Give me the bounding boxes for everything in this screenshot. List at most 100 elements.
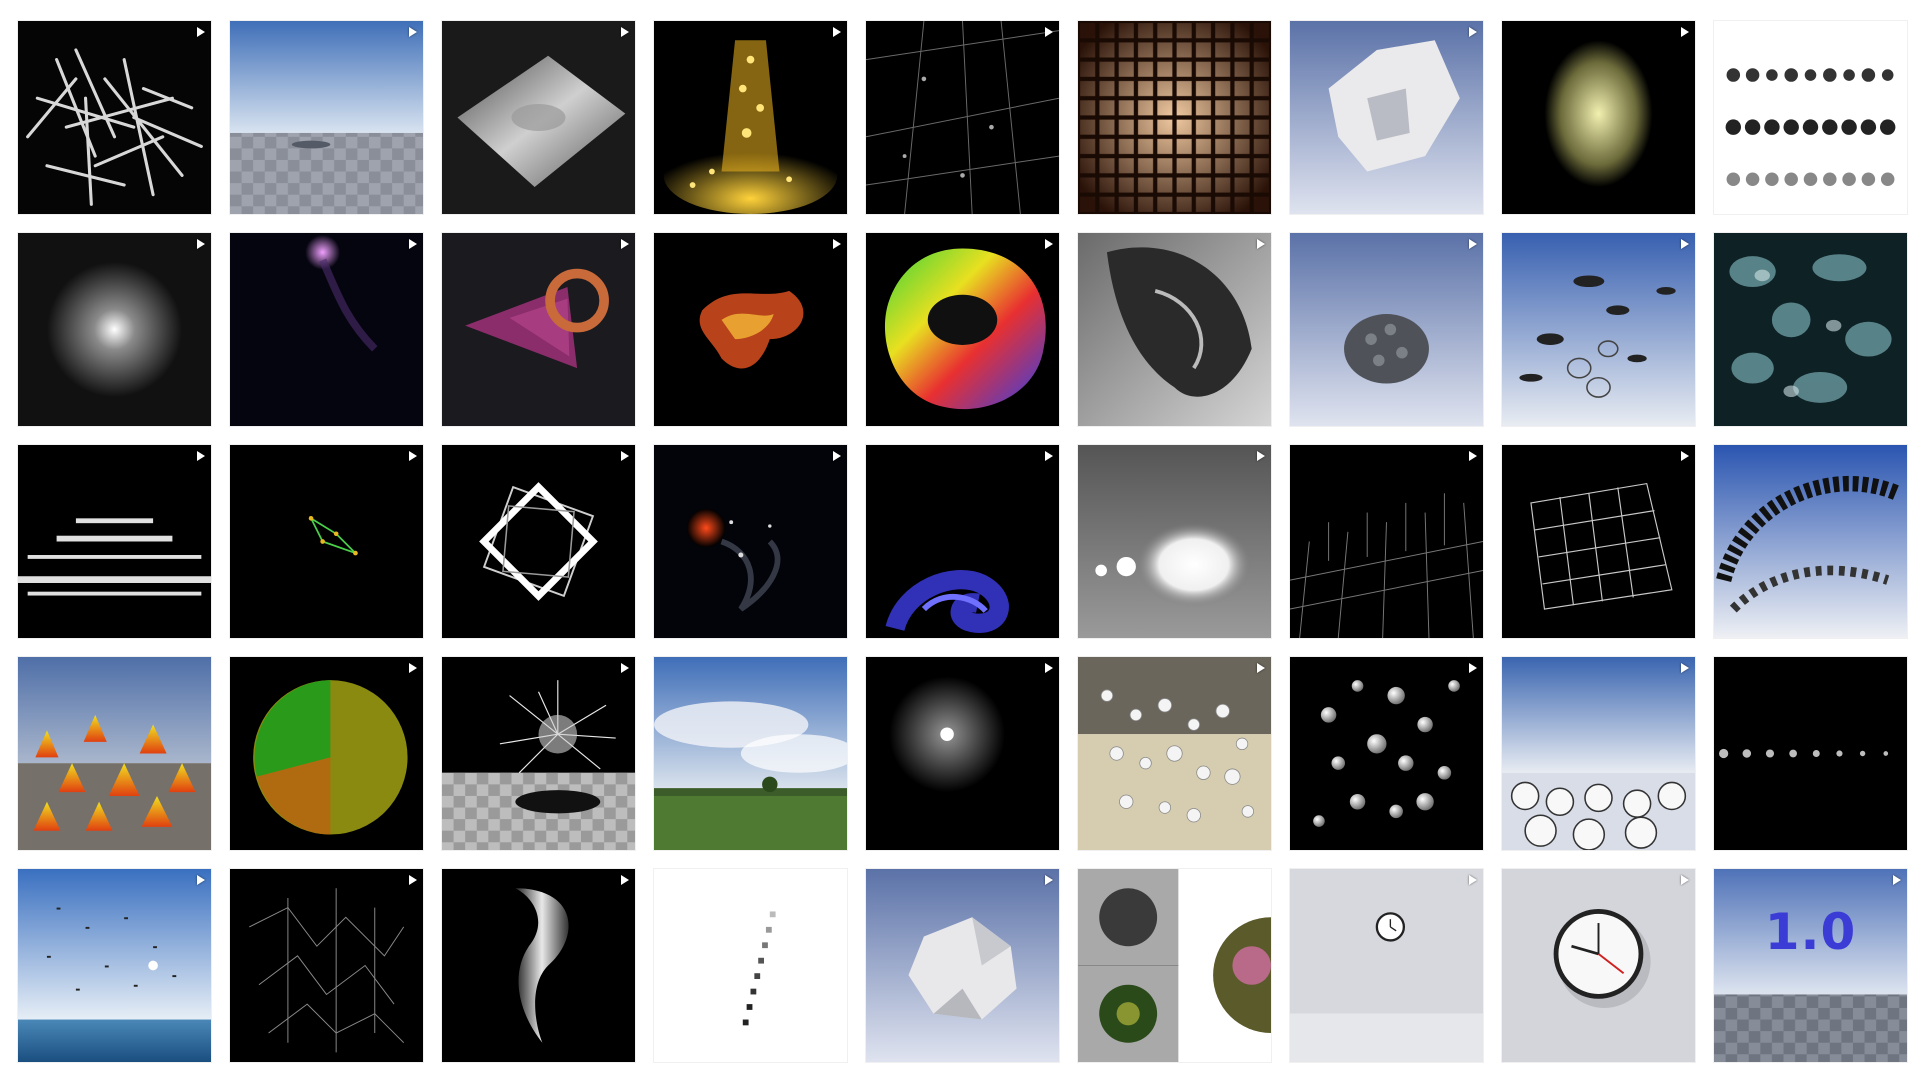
thumbnail[interactable]: [1714, 233, 1907, 426]
artwork-large-wall-clock: [1502, 869, 1695, 1062]
thumbnail[interactable]: [442, 869, 635, 1062]
thumbnail[interactable]: [1714, 657, 1907, 850]
thumbnail[interactable]: [654, 869, 847, 1062]
play-icon[interactable]: [409, 27, 417, 37]
play-icon[interactable]: [1045, 875, 1053, 885]
thumbnail[interactable]: [654, 233, 847, 426]
thumbnail[interactable]: [1502, 21, 1695, 214]
thumbnail[interactable]: [230, 445, 423, 638]
play-icon[interactable]: [409, 239, 417, 249]
thumbnail[interactable]: [442, 233, 635, 426]
artwork-small-wall-clock: [1290, 869, 1483, 1062]
play-icon[interactable]: [621, 239, 629, 249]
thumbnail[interactable]: [866, 21, 1059, 214]
thumbnail[interactable]: [1502, 657, 1695, 850]
play-icon[interactable]: [833, 239, 841, 249]
play-icon[interactable]: [1893, 875, 1901, 885]
thumbnail[interactable]: [1502, 869, 1695, 1062]
play-icon[interactable]: [621, 27, 629, 37]
thumbnail[interactable]: [866, 657, 1059, 850]
play-icon[interactable]: [409, 663, 417, 673]
play-icon[interactable]: [1045, 239, 1053, 249]
artwork-spiral-shell: [442, 233, 635, 426]
play-icon[interactable]: [1681, 451, 1689, 461]
play-icon[interactable]: [621, 663, 629, 673]
play-icon[interactable]: [1469, 239, 1477, 249]
artwork-terrain: [442, 21, 635, 214]
thumbnail[interactable]: [654, 445, 847, 638]
artwork-line-tangle: [230, 869, 423, 1062]
artwork-blue-swirl: [866, 445, 1059, 638]
thumbnail[interactable]: [1714, 445, 1907, 638]
artwork-rainbow-torus: [866, 233, 1059, 426]
thumbnail[interactable]: [1290, 21, 1483, 214]
play-icon[interactable]: [1045, 663, 1053, 673]
thumbnail[interactable]: [442, 21, 635, 214]
thumbnail[interactable]: [1502, 445, 1695, 638]
play-icon[interactable]: [1469, 27, 1477, 37]
play-icon[interactable]: [409, 875, 417, 885]
thumbnail[interactable]: [442, 657, 635, 850]
play-icon[interactable]: [621, 451, 629, 461]
thumbnail[interactable]: [866, 869, 1059, 1062]
thumbnail[interactable]: [654, 657, 847, 850]
artwork-stone-pile: [1290, 233, 1483, 426]
thumbnail[interactable]: [230, 869, 423, 1062]
play-icon[interactable]: [409, 451, 417, 461]
thumbnail[interactable]: [18, 233, 211, 426]
thumbnail[interactable]: [18, 445, 211, 638]
thumbnail[interactable]: [654, 21, 847, 214]
thumbnail[interactable]: [1078, 869, 1271, 1062]
thumbnail[interactable]: [866, 445, 1059, 638]
artwork-square-frames: [442, 445, 635, 638]
artwork-amber-lattice: [1078, 21, 1271, 214]
play-icon[interactable]: [1469, 875, 1477, 885]
thumbnail[interactable]: [18, 869, 211, 1062]
thumbnail[interactable]: [18, 21, 211, 214]
artwork-red-glow: [654, 445, 847, 638]
thumbnail[interactable]: [230, 657, 423, 850]
play-icon[interactable]: [1681, 875, 1689, 885]
thumbnail[interactable]: 1.0: [1714, 869, 1907, 1062]
play-icon[interactable]: [833, 27, 841, 37]
play-icon[interactable]: [197, 239, 205, 249]
artwork-planet-spheres: [1078, 869, 1271, 1062]
play-icon[interactable]: [833, 451, 841, 461]
play-icon[interactable]: [1257, 663, 1265, 673]
thumbnail[interactable]: [1290, 445, 1483, 638]
play-icon[interactable]: [197, 27, 205, 37]
thumbnail[interactable]: [866, 233, 1059, 426]
play-icon[interactable]: [1681, 239, 1689, 249]
artwork-clock-field: [1502, 657, 1695, 850]
thumbnail[interactable]: [1078, 21, 1271, 214]
thumbnail[interactable]: [1290, 869, 1483, 1062]
play-icon[interactable]: [1681, 663, 1689, 673]
play-icon[interactable]: [1681, 27, 1689, 37]
artwork-dot-row: [1714, 657, 1907, 850]
thumbnail[interactable]: [1290, 233, 1483, 426]
play-icon[interactable]: [1257, 451, 1265, 461]
play-icon[interactable]: [1469, 663, 1477, 673]
play-icon[interactable]: [1469, 451, 1477, 461]
thumbnail[interactable]: [1078, 657, 1271, 850]
thumbnail[interactable]: [1290, 657, 1483, 850]
thumbnail[interactable]: [18, 657, 211, 850]
play-icon[interactable]: [1045, 451, 1053, 461]
play-icon[interactable]: [197, 875, 205, 885]
play-icon[interactable]: [1045, 27, 1053, 37]
thumbnail[interactable]: [1078, 233, 1271, 426]
artwork-orange-cones: [18, 657, 211, 850]
thumbnail[interactable]: [230, 21, 423, 214]
play-icon[interactable]: [621, 875, 629, 885]
thumbnail[interactable]: [1714, 21, 1907, 214]
thumbnail[interactable]: [230, 233, 423, 426]
thumbnail[interactable]: [1502, 233, 1695, 426]
thumbnail[interactable]: [442, 445, 635, 638]
thumbnail[interactable]: [1078, 445, 1271, 638]
play-icon[interactable]: [197, 451, 205, 461]
artwork-dot-rows: [1714, 21, 1907, 214]
artwork-green-yellow-sphere: [230, 657, 423, 850]
artwork-bright-blobs: [1078, 445, 1271, 638]
artwork-disk-swarm: [1714, 445, 1907, 638]
play-icon[interactable]: [1257, 239, 1265, 249]
